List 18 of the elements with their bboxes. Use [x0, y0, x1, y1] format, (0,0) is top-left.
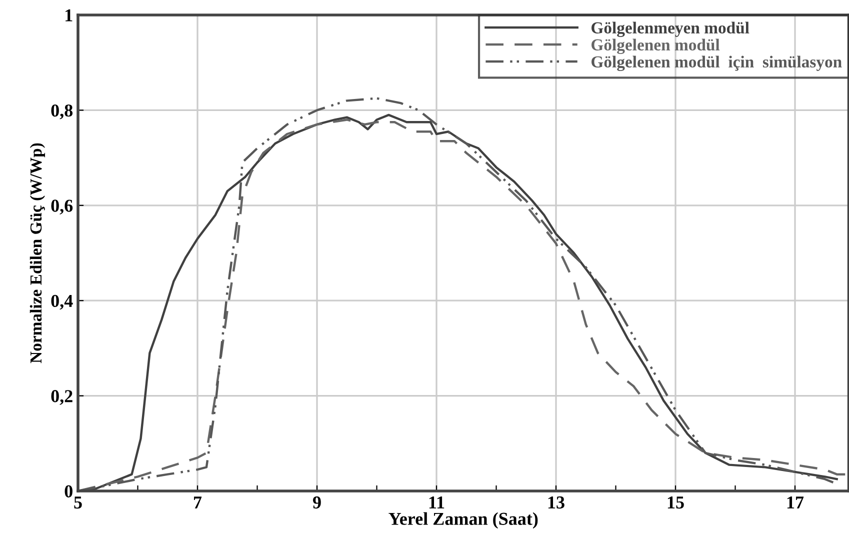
x-axis-title: Yerel Zaman (Saat) [388, 512, 538, 529]
text: Gölgelenen modül için simülasyon [592, 56, 842, 72]
y-tick-label: 0,2 [51, 390, 72, 405]
x-tick-label: 5 [74, 496, 82, 509]
text: Gölgelenen modül [592, 38, 720, 54]
x-tick-label: 11 [429, 496, 444, 508]
text: Gölgelenmeyen modül [592, 22, 750, 38]
y-tick-label: 0,6 [51, 200, 73, 214]
x-tick-label: 7 [194, 496, 202, 508]
y-axis-title: Normalize Edilen Güç (W/Wp) [30, 143, 46, 364]
y-tick-label: 0,8 [51, 104, 73, 120]
y-tick-label: 0,4 [51, 294, 73, 310]
y-tick-label: 1 [66, 9, 72, 22]
x-tick-label: 13 [548, 496, 564, 509]
x-tick-label: 9 [312, 496, 321, 509]
x-tick-label: 17 [787, 496, 804, 508]
x-tick-label: 15 [668, 496, 684, 509]
y-tick-label: 0 [64, 485, 72, 498]
